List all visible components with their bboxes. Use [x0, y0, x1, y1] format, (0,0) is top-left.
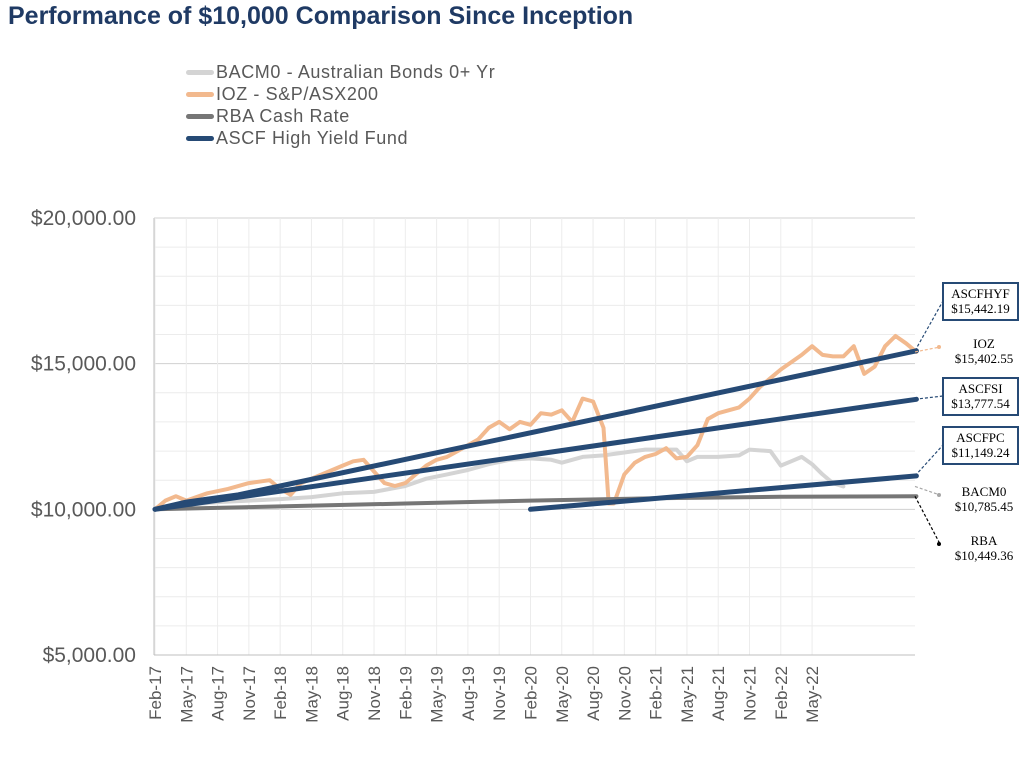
callout-box [942, 282, 1019, 321]
x-tick-label: May-19 [428, 666, 447, 723]
legend-item-ioz: IOZ - S&P/ASX200 [186, 83, 495, 105]
x-tick-label: Nov-20 [615, 666, 634, 721]
x-tick-label: Aug-19 [459, 666, 478, 721]
callout-leader [914, 395, 944, 400]
callout-value: $10,449.36 [955, 548, 1014, 563]
callout-dot [937, 542, 941, 546]
series-line-ioz-s-p-asx200 [153, 334, 919, 512]
callout-dot [937, 345, 941, 349]
legend-label-bacm0: BACM0 - Australian Bonds 0+ Yr [216, 61, 496, 82]
callout-value: $11,149.24 [951, 445, 1010, 460]
y-tick-label: $15,000.00 [31, 353, 136, 376]
series-line-rba-cash-rate [153, 494, 919, 512]
callout-name: RBA [971, 533, 998, 548]
legend-swatch-ascf [186, 135, 214, 141]
legend-label-ascf: ASCF High Yield Fund [216, 127, 409, 148]
callout-box [942, 426, 1019, 465]
y-tick-label: $20,000.00 [31, 207, 136, 230]
series-line-bacm0-australian-bonds-0-yr [153, 447, 846, 512]
callout-leader [914, 300, 944, 352]
x-tick-label: May-21 [678, 666, 697, 723]
callout-name: BACM0 [962, 484, 1007, 499]
legend: BACM0 - Australian Bonds 0+ Yr IOZ - S&P… [186, 61, 495, 149]
x-tick-label: Nov-19 [490, 666, 509, 721]
x-tick-label: May-22 [803, 666, 822, 723]
x-tick-label: Feb-20 [521, 666, 540, 720]
x-tick-label: May-18 [302, 666, 321, 723]
x-tick-label: Aug-18 [334, 666, 353, 721]
callout-name: IOZ [973, 336, 995, 351]
x-tick-label: Feb-18 [271, 666, 290, 720]
x-tick-label: Nov-17 [240, 666, 259, 721]
x-tick-label: Aug-17 [209, 666, 228, 721]
legend-item-bacm0: BACM0 - Australian Bonds 0+ Yr [186, 61, 495, 83]
callout-leader [914, 495, 941, 545]
y-tick-label: $10,000.00 [31, 498, 136, 521]
callout-name: ASCFSI [958, 381, 1002, 396]
legend-item-rba: RBA Cash Rate [186, 105, 495, 127]
callout-name: ASCFPC [956, 430, 1004, 445]
legend-item-ascf: ASCF High Yield Fund [186, 127, 495, 149]
callout-leader [914, 346, 941, 353]
callout-value: $15,402.55 [955, 351, 1014, 366]
x-tick-label: Nov-18 [365, 666, 384, 721]
callout-value: $13,777.54 [951, 396, 1010, 411]
callout-box [942, 377, 1019, 416]
legend-label-rba: RBA Cash Rate [216, 105, 350, 126]
callout-dot [937, 493, 941, 497]
series-line-ascfpc [528, 473, 919, 512]
callout-leader [914, 444, 944, 477]
x-tick-label: Aug-20 [584, 666, 603, 721]
chart-title: Performance of $10,000 Comparison Since … [8, 2, 634, 30]
x-tick-label: Nov-21 [741, 666, 760, 721]
series-line-ascfsi [152, 396, 919, 512]
callout-name: ASCFHYF [951, 286, 1010, 301]
x-tick-label: Feb-19 [396, 666, 415, 720]
x-tick-label: May-17 [177, 666, 196, 723]
x-tick-label: Feb-17 [146, 666, 165, 720]
legend-swatch-rba [186, 113, 214, 119]
x-tick-label: Feb-21 [647, 666, 666, 720]
y-tick-label: $5,000.00 [43, 644, 136, 667]
legend-swatch-ioz [186, 91, 214, 97]
legend-label-ioz: IOZ - S&P/ASX200 [216, 83, 379, 104]
callout-leader [914, 485, 941, 496]
x-tick-label: Feb-22 [772, 666, 791, 720]
x-tick-label: Aug-21 [709, 666, 728, 721]
callout-value: $10,785.45 [955, 499, 1014, 514]
legend-swatch-bacm0 [186, 69, 214, 75]
x-tick-label: May-20 [553, 666, 572, 723]
callout-value: $15,442.19 [951, 301, 1010, 316]
